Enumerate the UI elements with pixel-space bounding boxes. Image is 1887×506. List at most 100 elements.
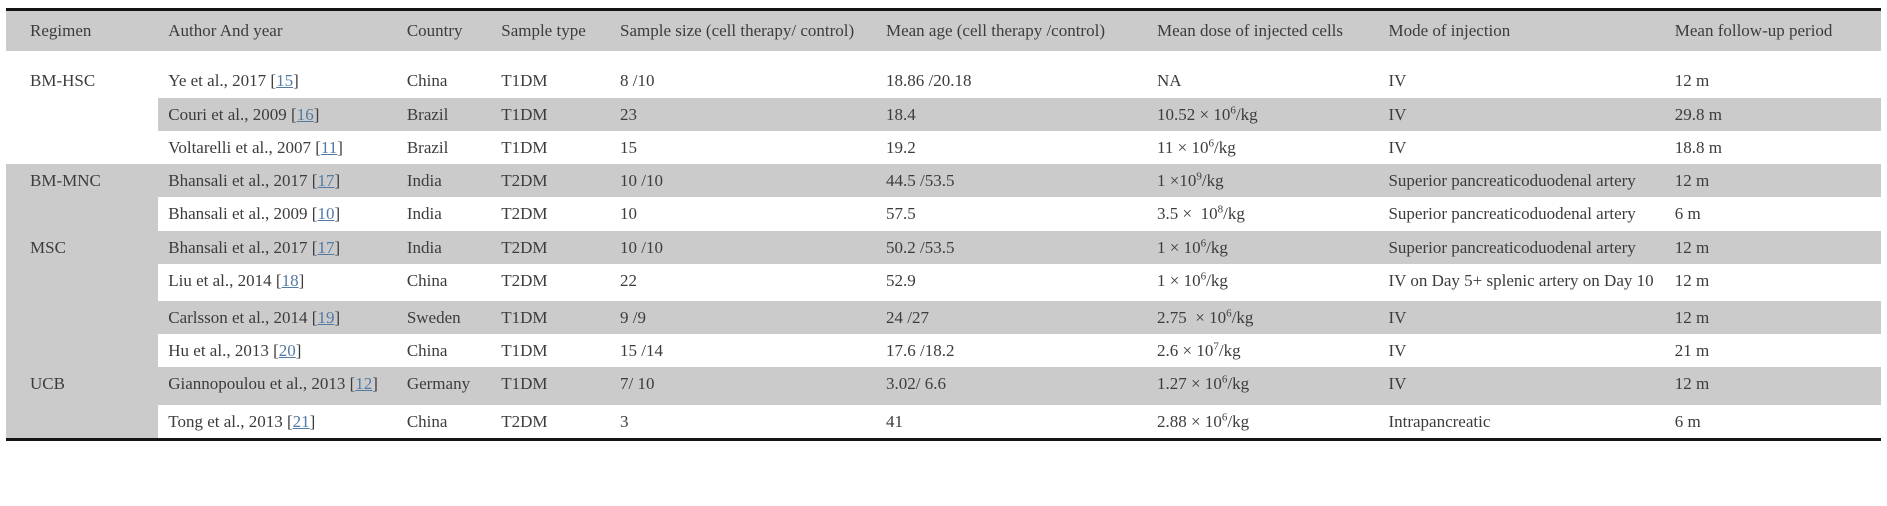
follow-up-cell: 6 m bbox=[1674, 411, 1701, 431]
follow-up-cell: 12 m bbox=[1664, 300, 1881, 335]
country-cell: India bbox=[396, 164, 492, 198]
injection-cell: IV bbox=[1378, 367, 1665, 405]
mean-age-cell: 18.86 /20.18 bbox=[885, 71, 972, 91]
author-cell: Liu et al., 2014 [18] bbox=[168, 270, 305, 290]
author-cell: Couri et al., 2009 [16] bbox=[158, 97, 397, 131]
mean-age-cell: 41 bbox=[885, 411, 903, 431]
header-gap bbox=[6, 51, 1881, 65]
sample-size-cell: 8 /10 bbox=[620, 71, 655, 91]
dose-exponent: 6 bbox=[1200, 236, 1207, 249]
sample-type-cell: T1DM bbox=[491, 300, 610, 335]
injection-cell: IV bbox=[1378, 300, 1665, 335]
citation-link[interactable]: 21 bbox=[292, 411, 310, 431]
follow-up-cell: 29.8 m bbox=[1664, 97, 1881, 131]
follow-up-cell: 6 m bbox=[1674, 204, 1701, 224]
dose-cell: NA bbox=[1157, 71, 1182, 91]
table-header: Regimen Author And year Country Sample t… bbox=[6, 9, 1881, 52]
country-cell: Brazil bbox=[406, 137, 449, 157]
author-cell: Bhansali et al., 2017 [17] bbox=[158, 164, 397, 198]
citation-link[interactable]: 17 bbox=[317, 171, 335, 191]
country-cell: Germany bbox=[396, 367, 492, 405]
dose-cell: 10.52 × 106/kg bbox=[1147, 97, 1379, 131]
sample-size-cell: 9 /9 bbox=[610, 300, 876, 335]
citation-link[interactable]: 17 bbox=[317, 237, 335, 257]
sample-size-cell: 23 bbox=[610, 97, 876, 131]
author-cell: Bhansali et al., 2017 [17] bbox=[158, 230, 397, 264]
dose-cell: 2.75 × 106/kg bbox=[1147, 300, 1379, 335]
follow-up-cell: 12 m bbox=[1664, 164, 1881, 198]
mean-age-cell: 18.4 bbox=[875, 97, 1148, 131]
author-cell: Ye et al., 2017 [15] bbox=[168, 71, 299, 91]
country-cell: China bbox=[406, 270, 448, 290]
author-cell: Giannopoulou et al., 2013 [12] bbox=[158, 367, 397, 405]
dose-exponent: 6 bbox=[1221, 373, 1228, 386]
mean-age-cell: 57.5 bbox=[885, 204, 916, 224]
sample-type-cell: T2DM bbox=[501, 270, 548, 290]
column-header-sample-type: Sample type bbox=[491, 9, 610, 52]
sample-type-cell: T1DM bbox=[501, 341, 548, 361]
author-cell: Hu et al., 2013 [20] bbox=[168, 341, 302, 361]
column-header-mean-dose: Mean dose of injected cells bbox=[1147, 9, 1379, 52]
sample-size-cell: 7/ 10 bbox=[610, 367, 876, 405]
citation-link[interactable]: 10 bbox=[317, 204, 335, 224]
dose-cell: 2.88 × 106/kg bbox=[1157, 411, 1250, 431]
dose-exponent: 6 bbox=[1221, 411, 1228, 424]
dose-cell: 11 × 106/kg bbox=[1157, 137, 1236, 157]
dose-cell: 2.6 × 107/kg bbox=[1157, 340, 1241, 361]
page: Regimen Author And year Country Sample t… bbox=[6, 8, 1881, 441]
sample-size-cell: 22 bbox=[620, 270, 637, 290]
dose-cell: 1.27 × 106/kg bbox=[1147, 367, 1379, 405]
dose-exponent: 7 bbox=[1213, 340, 1219, 353]
mean-age-cell: 50.2 /53.5 bbox=[875, 230, 1148, 264]
table-row: Liu et al., 2014 [18] China T2DM 22 52.9 1 × … bbox=[6, 264, 1881, 301]
citation-link[interactable]: 19 bbox=[317, 307, 335, 327]
citation-link[interactable]: 11 bbox=[320, 137, 338, 157]
dose-exponent: 6 bbox=[1230, 103, 1236, 116]
injection-cell: IV bbox=[1378, 97, 1665, 131]
injection-cell: IV on Day 5+ splenic artery on Day 10 bbox=[1388, 270, 1654, 290]
sample-size-cell: 10 /10 bbox=[610, 230, 876, 264]
follow-up-cell: 12 m bbox=[1664, 367, 1881, 405]
author-cell: Carlsson et al., 2014 [19] bbox=[158, 300, 397, 335]
citation-link[interactable]: 20 bbox=[278, 341, 296, 361]
sample-type-cell: T2DM bbox=[491, 230, 610, 264]
follow-up-cell: 12 m bbox=[1664, 230, 1881, 264]
dose-cell: 1 × 106/kg bbox=[1157, 270, 1228, 290]
dose-exponent: 6 bbox=[1226, 307, 1232, 320]
country-cell: India bbox=[406, 204, 442, 224]
sample-type-cell: T2DM bbox=[501, 411, 548, 431]
table-row: BM-HSC Ye et al., 2017 [15] China T1DM 8 /10… bbox=[6, 64, 1881, 97]
sample-size-cell: 3 bbox=[620, 411, 629, 431]
injection-cell: Intrapancreatic bbox=[1388, 411, 1491, 431]
column-header-follow-up: Mean follow-up period bbox=[1664, 9, 1881, 52]
citation-link[interactable]: 18 bbox=[281, 270, 299, 290]
column-header-mean-age: Mean age (cell therapy /control) bbox=[875, 9, 1148, 52]
regimen-cell: BM-MNC bbox=[6, 164, 159, 231]
country-cell: China bbox=[406, 71, 448, 91]
follow-up-cell: 18.8 m bbox=[1674, 137, 1722, 157]
sample-size-cell: 10 /10 bbox=[610, 164, 876, 198]
table-row: UCB Giannopoulou et al., 2013 [12] Germany… bbox=[6, 367, 1881, 440]
citation-link[interactable]: 12 bbox=[355, 374, 373, 394]
country-cell: China bbox=[406, 411, 448, 431]
follow-up-cell: 12 m bbox=[1674, 71, 1710, 91]
injection-cell: IV bbox=[1388, 71, 1407, 91]
sample-type-cell: T1DM bbox=[501, 71, 548, 91]
author-cell: Bhansali et al., 2009 [10] bbox=[168, 204, 341, 224]
column-header-regimen: Regimen bbox=[6, 9, 159, 52]
citation-link[interactable]: 15 bbox=[276, 71, 294, 91]
injection-cell: Superior pancreaticoduodenal artery bbox=[1378, 230, 1665, 264]
column-header-country: Country bbox=[396, 9, 492, 52]
injection-cell: IV bbox=[1388, 341, 1407, 361]
citation-link[interactable]: 16 bbox=[296, 104, 314, 124]
regimen-studies-table: Regimen Author And year Country Sample t… bbox=[6, 8, 1881, 441]
dose-cell: 3.5 × 108/kg bbox=[1157, 203, 1245, 224]
column-header-mode-of-injection: Mode of injection bbox=[1378, 9, 1665, 52]
country-cell: Brazil bbox=[396, 97, 492, 131]
dose-exponent: 8 bbox=[1217, 203, 1224, 216]
sample-type-cell: T1DM bbox=[491, 97, 610, 131]
mean-age-cell: 52.9 bbox=[885, 270, 916, 290]
country-cell: Sweden bbox=[396, 300, 492, 335]
follow-up-cell: 12 m bbox=[1674, 270, 1710, 290]
dose-exponent: 6 bbox=[1208, 137, 1214, 150]
